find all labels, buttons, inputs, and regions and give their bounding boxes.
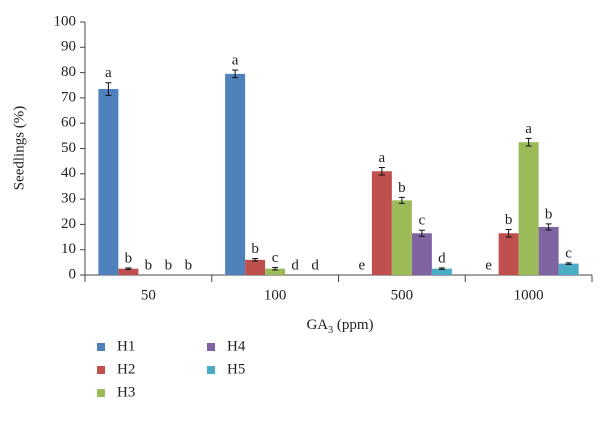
bar bbox=[245, 259, 266, 275]
legend-label: H5 bbox=[227, 361, 245, 377]
x-tick-label: 100 bbox=[264, 287, 287, 303]
significance-letter: a bbox=[525, 121, 532, 137]
bar bbox=[265, 268, 286, 275]
legend-swatch bbox=[97, 389, 105, 397]
significance-letter: d bbox=[438, 250, 446, 266]
bar bbox=[371, 171, 392, 275]
significance-letter: a bbox=[379, 150, 386, 166]
y-axis-label: Seedlings (%) bbox=[11, 106, 27, 191]
bar bbox=[225, 73, 246, 276]
significance-letter: d bbox=[311, 257, 319, 273]
bar bbox=[538, 226, 559, 275]
legend-label: H3 bbox=[117, 384, 135, 400]
significance-letter: c bbox=[419, 213, 426, 229]
significance-letter: b bbox=[125, 250, 133, 266]
x-tick-label: 50 bbox=[141, 287, 156, 303]
legend-swatch bbox=[207, 366, 215, 374]
x-axis-label-unit: (ppm) bbox=[333, 317, 373, 333]
x-axis-label-sub: 3 bbox=[328, 325, 333, 336]
y-tick-label: 0 bbox=[69, 266, 77, 282]
bar bbox=[498, 233, 519, 275]
significance-letter: b bbox=[505, 212, 513, 228]
y-tick-label: 30 bbox=[61, 191, 76, 207]
significance-letter: b bbox=[145, 257, 153, 273]
significance-letter: b bbox=[545, 206, 553, 222]
legend-swatch bbox=[97, 343, 105, 351]
significance-letter: e bbox=[485, 257, 492, 273]
bar bbox=[391, 200, 412, 275]
legend-swatch bbox=[207, 343, 215, 351]
y-tick-label: 70 bbox=[61, 89, 76, 105]
y-tick-label: 50 bbox=[61, 140, 76, 156]
legend-label: H2 bbox=[117, 361, 135, 377]
bar bbox=[431, 268, 452, 275]
significance-letter: b bbox=[165, 257, 173, 273]
significance-letter: c bbox=[565, 245, 572, 261]
y-tick-label: 60 bbox=[61, 115, 76, 131]
legend-label: H4 bbox=[227, 338, 246, 354]
x-axis-label-main: GA bbox=[306, 317, 328, 333]
bar bbox=[411, 233, 432, 275]
significance-letter: b bbox=[251, 241, 259, 257]
bar bbox=[518, 142, 539, 275]
significance-letter: a bbox=[232, 53, 239, 69]
y-tick-label: 80 bbox=[61, 64, 76, 80]
bar bbox=[118, 268, 139, 275]
y-tick-label: 100 bbox=[54, 13, 77, 29]
y-tick-label: 20 bbox=[61, 216, 76, 232]
y-tick-label: 40 bbox=[61, 165, 76, 181]
significance-letter: b bbox=[185, 257, 193, 273]
bar bbox=[558, 263, 579, 275]
significance-letter: a bbox=[105, 65, 112, 81]
significance-letter: c bbox=[272, 250, 279, 266]
y-tick-label: 90 bbox=[61, 39, 76, 55]
significance-letter: d bbox=[291, 257, 299, 273]
significance-letter: b bbox=[398, 180, 406, 196]
legend-swatch bbox=[97, 366, 105, 374]
legend-label: H1 bbox=[117, 338, 135, 354]
x-tick-label: 1000 bbox=[514, 287, 544, 303]
significance-letter: e bbox=[359, 257, 366, 273]
x-axis-label: GA3 (ppm) bbox=[306, 317, 373, 336]
x-tick-label: 500 bbox=[391, 287, 414, 303]
y-tick-label: 10 bbox=[61, 241, 76, 257]
bar bbox=[98, 89, 119, 275]
